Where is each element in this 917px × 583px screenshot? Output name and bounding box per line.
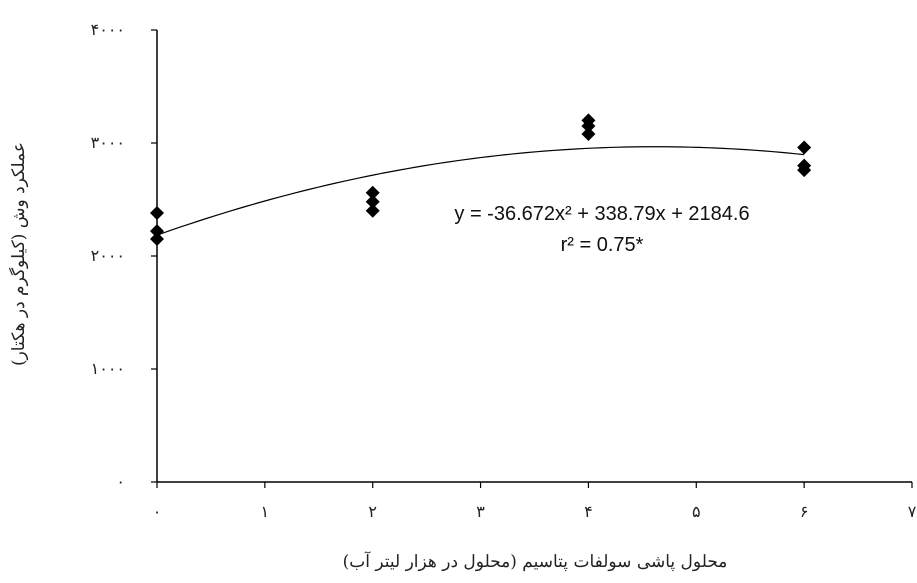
y-ticks: ۰ ۱۰۰۰ ۲۰۰۰ ۳۰۰۰ ۴۰۰۰ bbox=[91, 20, 157, 491]
data-point-diamond bbox=[797, 163, 812, 178]
data-points bbox=[150, 113, 812, 247]
data-point-diamond bbox=[150, 224, 164, 239]
y-tick-label: ۴۰۰۰ bbox=[91, 20, 125, 39]
x-tick-label: ۲ bbox=[368, 502, 377, 521]
x-tick-label: ۰ bbox=[153, 502, 162, 521]
data-point-diamond bbox=[797, 140, 812, 155]
axes: ۰ ۱۰۰۰ ۲۰۰۰ ۳۰۰۰ ۴۰۰۰ ۰ ۱ ۲ ۳ ۴ ۵ ۶ ۷ bbox=[91, 20, 917, 521]
data-point-diamond bbox=[581, 119, 596, 134]
x-tick-label: ۳ bbox=[476, 502, 485, 521]
data-point-diamond bbox=[365, 203, 380, 218]
y-tick-label: ۰ bbox=[116, 472, 125, 491]
trendline bbox=[156, 146, 805, 236]
x-tick-label: ۱ bbox=[261, 502, 270, 521]
y-tick-label: ۱۰۰۰ bbox=[91, 359, 125, 378]
x-axis-title: محلول پاشی سولفات پتاسیم (محلول در هزار … bbox=[343, 550, 728, 572]
trend-equation: y = -36.672x² + 338.79x + 2184.6 bbox=[454, 203, 749, 225]
x-tick-label: ۵ bbox=[692, 502, 701, 521]
x-tick-label: ۷ bbox=[908, 502, 917, 521]
data-point-diamond bbox=[581, 126, 596, 141]
x-tick-label: ۶ bbox=[800, 502, 809, 521]
y-axis-title: عملکرد وش (کیلوگرم در هکتار) bbox=[8, 142, 29, 366]
data-point-diamond bbox=[365, 185, 380, 200]
trend-r2: r² = 0.75* bbox=[561, 234, 644, 256]
y-tick-label: ۳۰۰۰ bbox=[91, 133, 125, 152]
data-point-diamond bbox=[150, 232, 164, 247]
data-point-diamond bbox=[150, 206, 164, 221]
x-ticks: ۰ ۱ ۲ ۳ ۴ ۵ ۶ ۷ bbox=[153, 482, 917, 521]
x-tick-label: ۴ bbox=[584, 502, 593, 521]
data-point-diamond bbox=[365, 194, 380, 209]
y-tick-label: ۲۰۰۰ bbox=[91, 246, 125, 265]
